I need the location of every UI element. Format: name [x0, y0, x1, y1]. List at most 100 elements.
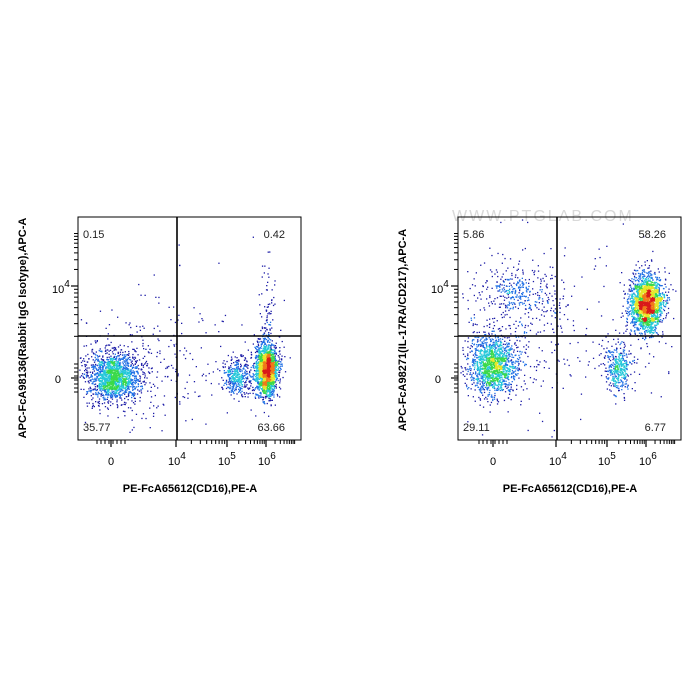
event-dot	[121, 376, 123, 378]
event-dot	[258, 352, 260, 354]
event-dot	[102, 394, 104, 396]
event-dot	[257, 382, 259, 384]
event-dot	[128, 391, 130, 393]
event-dot	[117, 382, 119, 384]
event-dot	[267, 351, 269, 354]
event-dot	[274, 284, 276, 286]
event-dot	[470, 377, 472, 379]
event-dot	[104, 385, 106, 387]
event-dot	[106, 378, 108, 380]
event-dot	[238, 390, 241, 392]
event-dot	[117, 382, 120, 384]
event-dot	[249, 392, 251, 394]
event-dot	[122, 358, 124, 360]
event-dot	[493, 358, 495, 360]
event-dot	[252, 392, 254, 395]
event-dot	[243, 359, 246, 361]
event-dot	[142, 366, 145, 368]
event-dot	[102, 373, 104, 375]
event-dot	[126, 367, 128, 369]
event-dot	[107, 372, 110, 374]
event-dot	[260, 356, 262, 359]
event-dot	[263, 377, 265, 380]
event-dot	[274, 368, 277, 370]
event-dot	[462, 370, 464, 373]
event-dot	[140, 382, 142, 384]
event-dot	[492, 366, 494, 369]
event-dot	[271, 369, 274, 371]
event-dot	[130, 378, 132, 380]
event-dot	[278, 386, 281, 388]
event-dot	[234, 382, 236, 385]
event-dot	[134, 360, 137, 362]
event-dot	[107, 372, 109, 375]
event-dot	[131, 392, 133, 394]
event-dot	[259, 352, 261, 354]
event-dot	[98, 384, 100, 386]
event-dot	[106, 356, 108, 359]
event-dot	[119, 376, 121, 378]
event-dot	[120, 365, 122, 368]
event-dot	[264, 388, 266, 390]
event-dot	[260, 383, 263, 386]
event-dot	[269, 387, 271, 389]
event-dot	[86, 361, 88, 363]
event-dot	[95, 351, 97, 353]
event-dot	[266, 285, 268, 287]
event-dot	[141, 368, 143, 371]
event-dot	[473, 379, 475, 382]
event-dot	[270, 364, 272, 366]
event-dot	[146, 364, 148, 367]
event-dot	[522, 389, 525, 391]
event-dot	[235, 360, 238, 362]
event-dot	[80, 375, 83, 377]
event-dot	[79, 376, 81, 378]
event-dot	[274, 373, 277, 375]
event-dot	[267, 376, 269, 378]
y-tick-label-0: 0	[55, 374, 61, 386]
event-dot	[506, 351, 509, 353]
event-dot	[104, 389, 106, 391]
event-dot	[258, 356, 260, 358]
event-dot	[124, 391, 127, 394]
event-dot	[255, 387, 257, 389]
event-dot	[111, 366, 114, 368]
event-dot	[230, 359, 232, 361]
event-dot	[257, 346, 259, 348]
event-dot	[485, 375, 487, 377]
event-dot	[477, 340, 479, 342]
event-dot	[267, 377, 269, 380]
event-dot	[265, 359, 267, 361]
event-dot	[279, 368, 281, 370]
event-dot	[111, 380, 113, 382]
event-dot	[133, 394, 135, 396]
event-dot	[232, 377, 234, 379]
event-dot	[258, 374, 260, 376]
event-dot	[127, 368, 130, 370]
event-dot	[245, 365, 247, 367]
event-dot	[116, 379, 118, 381]
event-dot	[470, 345, 472, 347]
event-dot	[183, 354, 185, 356]
event-dot	[244, 386, 246, 388]
event-dot	[245, 379, 248, 381]
event-dot	[268, 389, 271, 391]
event-dot	[90, 374, 92, 376]
event-dot	[247, 367, 249, 369]
event-dot	[135, 376, 137, 378]
event-dot	[134, 356, 136, 358]
event-dot	[139, 378, 141, 380]
event-dot	[264, 265, 266, 267]
event-dot	[154, 394, 156, 397]
event-dot	[116, 361, 119, 363]
event-dot	[492, 377, 494, 379]
event-dot	[161, 380, 163, 382]
event-dot	[254, 397, 257, 399]
event-dot	[147, 345, 149, 347]
event-dot	[260, 345, 262, 347]
event-dot	[268, 415, 270, 417]
event-dot	[268, 391, 271, 393]
event-dot	[125, 386, 128, 388]
event-dot	[474, 365, 476, 367]
event-dot	[269, 393, 271, 396]
